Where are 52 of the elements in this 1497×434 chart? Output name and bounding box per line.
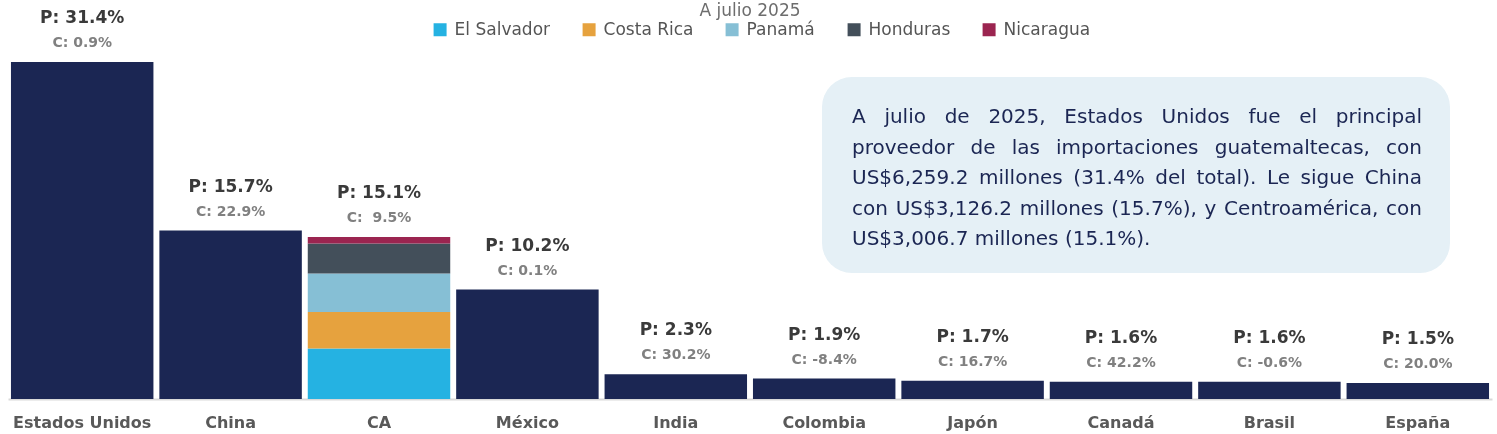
data-label: P: 1.6% [1233, 326, 1306, 347]
annotation: C: -8.4% [791, 350, 857, 367]
legend-label: Costa Rica [603, 18, 694, 39]
annotation: A julio de 2025, Estados Unidos fue el principal proveedor de las importaciones guatemaltecas, con US$6,259.2 millones (31.4% del total). Le sigue China con US$3,126.2 millones (15.7%), y Centroamérica, con US$3,006.7 millones (15.1%). [852, 103, 1422, 252]
x-tick-label: Canadá [1087, 412, 1155, 432]
annotation: C: 0.9% [52, 34, 112, 50]
data-label: P: 2.3% [639, 319, 712, 340]
bar [307, 312, 451, 349]
data-label: P: 15.7% [188, 175, 273, 196]
data-label: P: 1.7% [936, 325, 1009, 346]
data-label: P: 1.5% [1381, 327, 1454, 348]
x-tick-label: CA [366, 412, 392, 432]
bar [307, 348, 451, 399]
data-label: P: 31.4% [40, 7, 125, 27]
bar [10, 62, 154, 399]
annotation: C: 30.2% [641, 346, 711, 363]
legend-label: Panamá [746, 18, 815, 39]
callout-box: A julio de 2025, Estados Unidos fue el principal proveedor de las importaciones guatemaltecas, con US$6,259.2 millones (31.4% del total). Le sigue China con US$3,126.2 millones (15.7%), y Centroamérica, con US$3,006.7 millones (15.1%). [822, 77, 1450, 273]
bar [307, 236, 451, 244]
annotation: C: 22.9% [195, 202, 266, 219]
bar [307, 273, 451, 313]
bar [307, 243, 451, 274]
bar [604, 374, 748, 399]
x-tick-label: China [205, 412, 257, 432]
x-tick-label: México [495, 412, 559, 432]
x-tick-label: Colombia [782, 412, 867, 432]
annotation: C: 42.2% [1086, 353, 1156, 370]
bar [159, 230, 302, 399]
x-tick-label: Japón [946, 412, 998, 432]
legend-label: Nicaragua [1003, 18, 1091, 39]
annotation: C: 20.0% [1383, 354, 1453, 371]
x-tick-label: España [1385, 412, 1451, 432]
annotation: C: -0.6% [1236, 353, 1303, 370]
bar [456, 289, 599, 399]
annotation: C: 0.1% [497, 261, 558, 278]
x-tick-label: Estados Unidos [13, 412, 152, 432]
annotation: C: 16.7% [937, 352, 1008, 369]
bar [1198, 381, 1341, 399]
bar [752, 378, 896, 399]
data-label: P: 1.9% [788, 323, 861, 344]
legend-label: El Salvador [454, 18, 551, 39]
bar [1346, 382, 1490, 399]
bar [1049, 381, 1193, 399]
data-label: P: 10.2% [485, 234, 570, 255]
total-label: P: 15.1% [336, 181, 422, 202]
chart-title: A julio 2025 [699, 0, 801, 20]
x-tick-label: Brasil [1243, 412, 1296, 432]
x-tick-label: India [653, 412, 699, 432]
legend-label: Honduras [868, 18, 951, 39]
bar [901, 380, 1044, 399]
annotation: C: 9.5% [346, 208, 412, 225]
data-label: P: 1.6% [1084, 326, 1158, 347]
